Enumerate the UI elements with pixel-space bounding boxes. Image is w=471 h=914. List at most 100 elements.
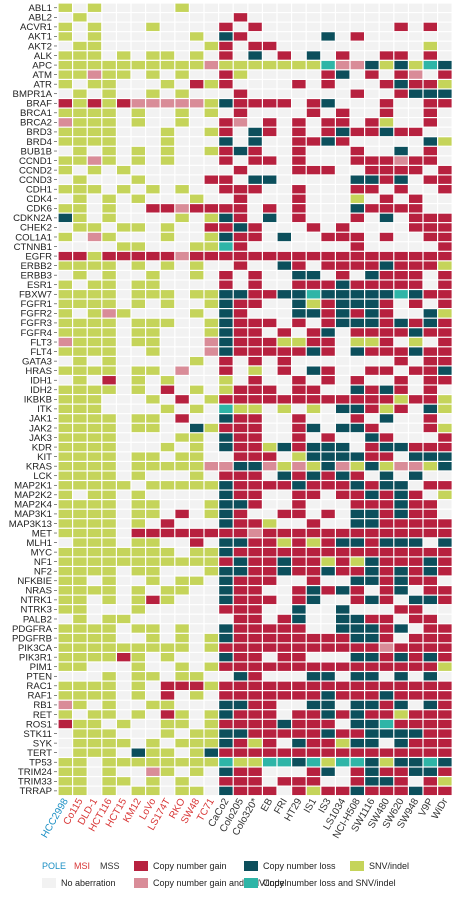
heatmap-cell [277, 653, 291, 662]
heatmap-cell [321, 271, 335, 280]
heatmap-cell [233, 423, 248, 433]
heatmap-cell [277, 261, 291, 270]
heatmap-cell [87, 605, 102, 614]
heatmap-cell [336, 423, 350, 433]
heatmap-cell [190, 309, 204, 318]
heatmap-cell [117, 290, 131, 299]
heatmap-cell [438, 204, 452, 213]
heatmap-cell [379, 89, 394, 98]
heatmap-cell [409, 99, 423, 108]
heatmap-cell [233, 290, 248, 299]
heatmap-cell [219, 767, 233, 776]
heatmap-cell [102, 213, 116, 223]
heatmap-cell [365, 414, 379, 423]
heatmap-cell [365, 423, 379, 433]
heatmap-cell [87, 366, 102, 375]
heatmap-cell [409, 70, 423, 79]
heatmap-cell [379, 366, 394, 375]
heatmap-cell [73, 337, 87, 347]
heatmap-cell [248, 395, 262, 404]
heatmap-cell [131, 3, 145, 12]
heatmap-cell [248, 309, 262, 318]
gene-label: PIK3CA [18, 643, 53, 654]
heatmap-cell [58, 614, 72, 624]
heatmap-cell [204, 127, 218, 137]
heatmap-cell [292, 557, 306, 566]
heatmap-cell [438, 156, 452, 165]
heatmap-cell [423, 624, 437, 633]
heatmap-cell [379, 328, 394, 337]
heatmap-cell [248, 423, 262, 433]
gene-label: CCND2 [19, 165, 52, 176]
heatmap-cell [438, 786, 452, 796]
heatmap-cell [131, 767, 145, 776]
heatmap-cell [131, 271, 145, 280]
heatmap-cell [175, 213, 189, 223]
heatmap-cell [321, 60, 335, 70]
heatmap-cell [423, 108, 437, 117]
heatmap-cell [190, 51, 204, 60]
heatmap-cell [292, 423, 306, 433]
heatmap-cell [73, 80, 87, 89]
heatmap-cell [233, 3, 248, 12]
heatmap-cell [423, 232, 437, 242]
heatmap-cell [219, 213, 233, 223]
heatmap-cell [409, 280, 423, 289]
heatmap-cell [87, 89, 102, 98]
heatmap-cell [233, 13, 248, 22]
heatmap-cell [277, 60, 291, 70]
heatmap-cell [423, 547, 437, 557]
heatmap-cell [175, 337, 189, 347]
heatmap-cell [336, 385, 350, 394]
heatmap-cell [292, 99, 306, 108]
heatmap-cell [306, 194, 321, 203]
heatmap-cell [263, 137, 277, 146]
heatmap-cell [306, 758, 321, 767]
heatmap-cell [233, 309, 248, 318]
heatmap-cell [263, 290, 277, 299]
gene-label: ITK [37, 404, 53, 415]
heatmap-cell [160, 165, 175, 175]
heatmap-cell [146, 213, 160, 223]
heatmap-cell [292, 3, 306, 12]
heatmap-cell [204, 376, 218, 385]
heatmap-cell [321, 547, 335, 557]
heatmap-cell [58, 538, 72, 547]
heatmap-cell [438, 108, 452, 117]
heatmap-cell [409, 127, 423, 137]
heatmap-cell [336, 738, 350, 748]
heatmap-cell [277, 500, 291, 509]
heatmap-cell [233, 614, 248, 624]
heatmap-cell [219, 404, 233, 414]
heatmap-cell [438, 691, 452, 700]
gene-label: CDH1 [26, 185, 52, 196]
heatmap-cell [73, 490, 87, 499]
heatmap-cell [160, 738, 175, 748]
heatmap-cell [306, 442, 321, 452]
heatmap-cell [175, 223, 189, 232]
heatmap-cell [321, 251, 335, 261]
heatmap-cell [117, 614, 131, 624]
heatmap-cell [146, 41, 160, 51]
heatmap-cell [219, 232, 233, 242]
heatmap-cell [350, 719, 364, 729]
heatmap-cell [146, 299, 160, 308]
heatmap-cell [248, 51, 262, 60]
heatmap-cell [248, 681, 262, 690]
heatmap-cell [204, 204, 218, 213]
heatmap-cell [102, 423, 116, 433]
heatmap-cell [190, 777, 204, 786]
heatmap-cell [58, 662, 72, 671]
heatmap-cell [73, 672, 87, 681]
heatmap-cell [58, 251, 72, 261]
heatmap-cell [204, 41, 218, 51]
heatmap-cell [248, 99, 262, 108]
heatmap-cell [58, 376, 72, 385]
heatmap-cell [73, 681, 87, 690]
heatmap-cell [248, 500, 262, 509]
heatmap-cell [87, 767, 102, 776]
heatmap-cell [146, 376, 160, 385]
heatmap-cell [131, 433, 145, 442]
heatmap-cell [394, 595, 408, 605]
heatmap-cell [190, 729, 204, 738]
